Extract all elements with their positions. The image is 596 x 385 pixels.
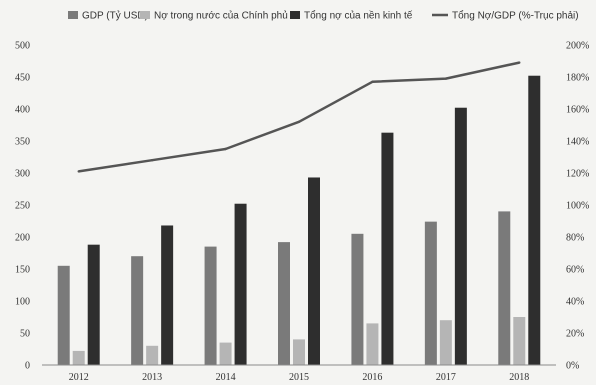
legend-label: GDP (Tỷ USD) bbox=[82, 10, 148, 22]
bar-series-2 bbox=[293, 339, 305, 365]
bar-series-2 bbox=[72, 350, 85, 365]
left-tick-label: 250 bbox=[15, 201, 30, 212]
bar-series-1 bbox=[351, 233, 364, 365]
right-tick-label: 80% bbox=[566, 233, 584, 244]
ratio-point bbox=[297, 120, 301, 124]
bar-series-3 bbox=[87, 244, 100, 365]
bar-series-1 bbox=[424, 221, 437, 365]
x-tick-label: 2015 bbox=[289, 372, 309, 383]
bar-series-1 bbox=[204, 246, 217, 365]
left-tick-label: 50 bbox=[20, 329, 30, 340]
bar-series-3 bbox=[234, 203, 247, 365]
left-tick-label: 100 bbox=[15, 297, 30, 308]
legend-label: Tổng nợ của nền kinh tế bbox=[304, 10, 413, 22]
x-tick-label: 2013 bbox=[142, 372, 162, 383]
left-tick-label: 350 bbox=[15, 137, 30, 148]
right-tick-label: 160% bbox=[566, 105, 589, 116]
bar-series-3 bbox=[528, 75, 541, 365]
right-tick-label: 40% bbox=[566, 297, 584, 308]
x-tick-label: 2014 bbox=[216, 372, 236, 383]
ratio-point bbox=[224, 147, 227, 151]
ratio-point bbox=[77, 170, 80, 173]
ratio-point bbox=[518, 61, 521, 64]
x-tick-label: 2012 bbox=[69, 372, 89, 383]
x-axis: 2012 2013 2014 2015 2016 2017 2018 bbox=[42, 364, 556, 383]
bar-series-1 bbox=[498, 211, 511, 365]
bar-series-2 bbox=[366, 323, 379, 365]
right-tick-label: 60% bbox=[566, 265, 584, 276]
x-tick-label: 2017 bbox=[436, 372, 456, 383]
ratio-point bbox=[150, 159, 154, 162]
left-tick-label: 450 bbox=[15, 73, 30, 84]
legend-label: Tổng Nợ/GDP (%-Trục phải) bbox=[452, 10, 579, 22]
right-tick-label: 200% bbox=[566, 41, 589, 52]
bar-series-2 bbox=[219, 342, 232, 365]
ratio-line bbox=[78, 61, 520, 173]
legend-swatch bbox=[140, 11, 150, 19]
ratio-point bbox=[444, 77, 448, 80]
legend-swatch bbox=[68, 11, 78, 19]
left-tick-label: 300 bbox=[15, 169, 30, 180]
right-tick-label: 20% bbox=[566, 329, 584, 340]
legend-label: Nợ trong nước của Chính phủ bbox=[154, 10, 288, 22]
x-tick-label: 2018 bbox=[509, 372, 529, 383]
right-tick-label: 0% bbox=[566, 361, 579, 372]
bar-series-2 bbox=[513, 317, 526, 365]
bars bbox=[57, 75, 541, 365]
right-axis: 0% 20% 40% 60% 80% 100% 120% 140% 160% 180% 200% bbox=[566, 41, 589, 372]
legend: GDP (Tỷ USD) Nợ trong nước của Chính phủ T… bbox=[68, 10, 579, 22]
right-tick-label: 180% bbox=[566, 73, 589, 84]
left-tick-label: 150 bbox=[15, 265, 30, 276]
right-tick-label: 140% bbox=[566, 137, 589, 148]
bar-series-3 bbox=[381, 132, 394, 365]
left-tick-label: 0 bbox=[25, 361, 30, 372]
ratio-line-series bbox=[77, 61, 521, 173]
bar-series-1 bbox=[131, 256, 144, 365]
left-axis: 0 50 100 150 200 250 300 350 400 450 500 bbox=[15, 41, 30, 372]
bar-series-3 bbox=[308, 177, 320, 365]
bar-series-3 bbox=[454, 107, 467, 365]
bar-series-1 bbox=[278, 242, 290, 365]
right-tick-label: 100% bbox=[566, 201, 589, 212]
bar-series-2 bbox=[439, 320, 452, 365]
bar-series-1 bbox=[57, 265, 70, 365]
left-tick-label: 200 bbox=[15, 233, 30, 244]
bar-series-3 bbox=[161, 225, 174, 365]
x-tick-label: 2016 bbox=[362, 372, 382, 383]
legend-swatch bbox=[290, 11, 300, 19]
right-tick-label: 120% bbox=[566, 169, 589, 180]
ratio-point bbox=[371, 80, 374, 84]
left-tick-label: 400 bbox=[15, 105, 30, 116]
bar-series-2 bbox=[146, 345, 159, 365]
left-tick-label: 500 bbox=[15, 41, 30, 52]
